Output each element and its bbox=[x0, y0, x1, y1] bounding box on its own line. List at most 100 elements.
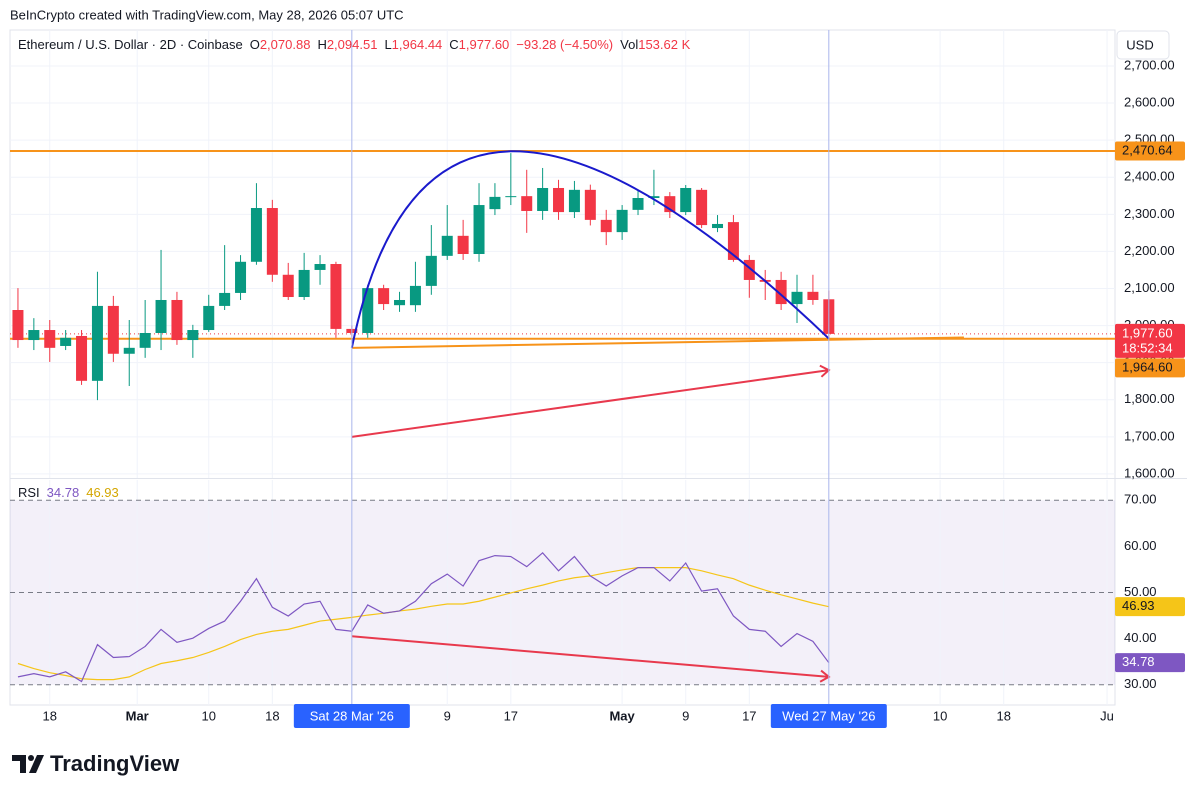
candle-body bbox=[712, 223, 724, 229]
credit: BeInCrypto created with TradingView.com,… bbox=[10, 7, 404, 22]
legend-item: C bbox=[449, 37, 458, 52]
x-tick-label: 18 bbox=[265, 708, 279, 723]
candle-body bbox=[568, 189, 580, 213]
candle-body bbox=[441, 235, 453, 256]
candle-body bbox=[473, 205, 485, 254]
rsi-badge-label: 46.93 bbox=[1122, 598, 1155, 613]
price-pane bbox=[10, 30, 1115, 478]
price-badge bbox=[1115, 323, 1185, 358]
brand-logo bbox=[12, 755, 44, 773]
y-tick-label: 2,300.00 bbox=[1124, 206, 1175, 221]
candle-body bbox=[266, 208, 278, 275]
candle-body bbox=[60, 337, 72, 346]
candle-body bbox=[282, 274, 294, 298]
candle-body bbox=[12, 310, 24, 341]
legend-item: 2,094.51 bbox=[327, 37, 378, 52]
x-tick-label: 9 bbox=[682, 708, 689, 723]
legend-item: 46.93 bbox=[86, 485, 119, 500]
arrow-drawing bbox=[351, 635, 829, 678]
hline-badge bbox=[1115, 141, 1185, 161]
x-tick-label: May bbox=[609, 708, 635, 723]
legend-item: Ethereum / U.S. Dollar · 2D · Coinbase bbox=[18, 37, 243, 52]
crosshair-date-label: Sat 28 Mar '26 bbox=[310, 708, 394, 723]
y-tick-label: 2,600.00 bbox=[1124, 94, 1175, 109]
candle-body bbox=[489, 196, 501, 210]
candle-body bbox=[314, 264, 326, 270]
candle-body bbox=[727, 222, 739, 260]
rsi-tick-label: 70.00 bbox=[1124, 492, 1157, 507]
candle-body bbox=[219, 292, 231, 306]
x-tick-label: 18 bbox=[43, 708, 57, 723]
rsi-line bbox=[17, 552, 830, 683]
rsi-tick-label: 40.00 bbox=[1124, 630, 1157, 645]
x-tick-label: 18 bbox=[996, 708, 1010, 723]
candle-body bbox=[775, 279, 787, 305]
y-tick-label: 2,400.00 bbox=[1124, 169, 1175, 184]
x-tick-label: 10 bbox=[202, 708, 216, 723]
rsi-badge bbox=[1115, 653, 1185, 673]
candle-body bbox=[696, 189, 708, 226]
candle-body bbox=[537, 187, 549, 211]
candle-body bbox=[235, 261, 247, 293]
legend-item: Vol bbox=[620, 37, 638, 52]
legend-item: 2,070.88 bbox=[260, 37, 311, 52]
candle-body bbox=[330, 264, 342, 329]
candle-body bbox=[139, 332, 151, 348]
legend-item: 1,964.44 bbox=[392, 37, 443, 52]
candle-body bbox=[409, 285, 421, 306]
arc-drawing bbox=[350, 150, 830, 349]
candle-body bbox=[91, 305, 103, 381]
candle-body bbox=[648, 196, 660, 198]
hline-badge bbox=[1115, 358, 1185, 378]
x-tick-label: 10 bbox=[933, 708, 947, 723]
legend-item: L bbox=[384, 37, 391, 52]
logo-mark bbox=[29, 755, 44, 773]
legend-item: 1,977.60 bbox=[459, 37, 510, 52]
candle-body bbox=[298, 269, 310, 298]
candle-body bbox=[203, 305, 215, 331]
y-tick-label: 2,200.00 bbox=[1124, 243, 1175, 258]
plot-area: 18 Mar 10 18 9 17 May 9 17 10 18 Ju 1,600.00 1,700.00… bbox=[10, 30, 1185, 728]
legend-item: O bbox=[250, 37, 260, 52]
y-tick-label: 1,700.00 bbox=[1124, 428, 1175, 443]
candle-body bbox=[584, 189, 596, 220]
rsi-tick-label: 60.00 bbox=[1124, 538, 1157, 553]
candle-body bbox=[123, 347, 135, 354]
crosshair-date-box bbox=[293, 704, 410, 728]
candle-body bbox=[553, 187, 565, 213]
rsi-tick-label: 50.00 bbox=[1124, 584, 1157, 599]
logo-mark bbox=[28, 755, 34, 761]
candle-body bbox=[680, 187, 692, 213]
candle-body bbox=[600, 219, 612, 233]
arrow-drawing bbox=[351, 369, 829, 438]
hline-badge-label: 2,470.64 bbox=[1122, 142, 1173, 157]
rsi-pane bbox=[10, 480, 1115, 705]
legend-item: RSI bbox=[18, 485, 40, 500]
candle-body bbox=[250, 208, 262, 262]
legend-item: −93.28 (−4.50%) bbox=[516, 37, 613, 52]
x-tick-label: Mar bbox=[126, 708, 149, 723]
x-tick-label: 17 bbox=[742, 708, 756, 723]
legend-item: H bbox=[317, 37, 326, 52]
price-badge-label: 1,977.60 bbox=[1122, 325, 1173, 340]
crosshair-date-label: Wed 27 May '26 bbox=[782, 708, 875, 723]
line-drawing bbox=[351, 336, 964, 349]
candle-body bbox=[362, 288, 374, 333]
rsi-line bbox=[17, 567, 829, 681]
y-tick-label: 2,700.00 bbox=[1124, 57, 1175, 72]
currency-box bbox=[1116, 30, 1170, 60]
legend-row: Ethereum / U.S. Dollar · 2D · Coinbase O2… bbox=[18, 37, 691, 52]
rsi-badge bbox=[1115, 597, 1185, 617]
candle-body bbox=[44, 330, 56, 348]
currency: USD bbox=[1126, 37, 1153, 52]
candle-body bbox=[107, 305, 119, 354]
legend-item: 153.62 K bbox=[638, 37, 690, 52]
candle-body bbox=[187, 330, 199, 341]
candle-body bbox=[155, 299, 167, 333]
candle-body bbox=[632, 198, 644, 210]
x-tick-label: 9 bbox=[444, 708, 451, 723]
candle-body bbox=[664, 196, 676, 213]
